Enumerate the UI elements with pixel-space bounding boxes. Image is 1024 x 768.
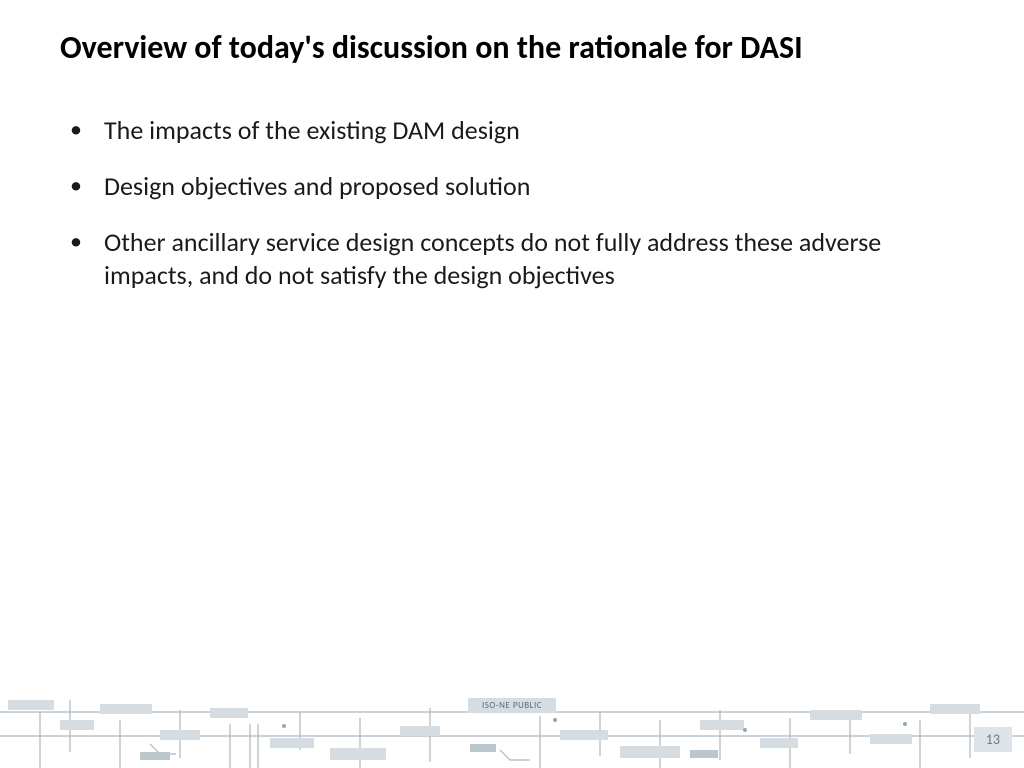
footer-decoration: ISO-NE PUBLIC 13 [0, 690, 1024, 768]
footer-classification-label: ISO-NE PUBLIC [468, 698, 556, 713]
page-number: 13 [974, 727, 1012, 752]
slide: Overview of today's discussion on the ra… [0, 0, 1024, 768]
bullet-item: Other ancillary service design concepts … [98, 226, 964, 294]
bullet-list: The impacts of the existing DAM design D… [60, 114, 964, 293]
bullet-item: The impacts of the existing DAM design [98, 114, 964, 148]
slide-title: Overview of today's discussion on the ra… [60, 28, 964, 68]
bullet-item: Design objectives and proposed solution [98, 170, 964, 204]
circuit-pattern-icon [0, 690, 1024, 768]
